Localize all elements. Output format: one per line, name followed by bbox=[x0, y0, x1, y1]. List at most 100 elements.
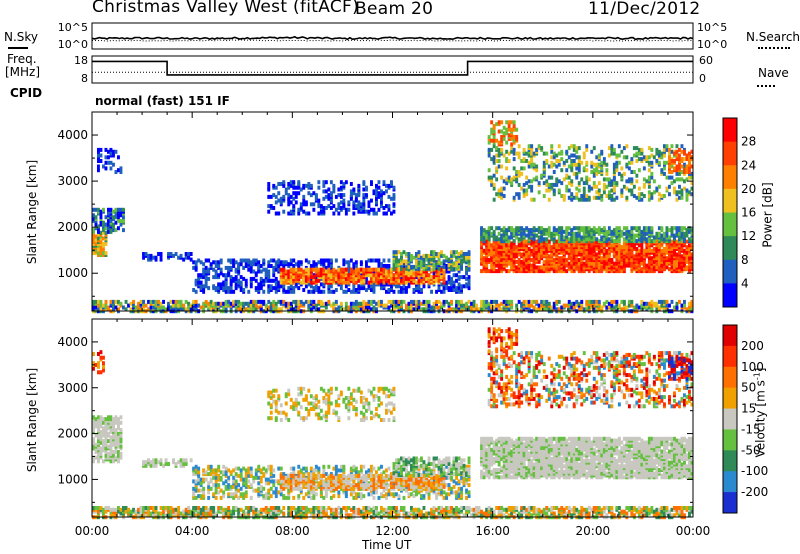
power-cell bbox=[337, 305, 341, 310]
power-cell bbox=[460, 299, 464, 304]
power-cell bbox=[567, 243, 571, 248]
power-cell bbox=[302, 209, 306, 214]
power-cell bbox=[342, 182, 346, 186]
power-cell bbox=[532, 299, 536, 304]
power-cell bbox=[102, 241, 105, 246]
power-cell bbox=[339, 307, 343, 312]
power-cell bbox=[232, 299, 236, 304]
power-cell bbox=[184, 255, 188, 260]
power-cell bbox=[272, 193, 276, 198]
power-cell bbox=[517, 182, 521, 187]
power-cell bbox=[367, 200, 371, 205]
power-cell bbox=[352, 200, 356, 205]
power-cell bbox=[540, 173, 544, 178]
power-cell bbox=[159, 301, 163, 306]
power-cell bbox=[642, 301, 646, 306]
power-cell bbox=[189, 257, 193, 262]
power-cell bbox=[112, 228, 115, 233]
power-cell bbox=[259, 276, 263, 281]
power-cell bbox=[542, 299, 546, 304]
power-cell bbox=[492, 299, 496, 304]
power-cell bbox=[367, 204, 371, 209]
power-cell bbox=[685, 177, 689, 182]
power-cell bbox=[675, 239, 679, 244]
power-cell bbox=[612, 162, 616, 167]
power-cell bbox=[405, 266, 408, 271]
power-cell bbox=[450, 280, 454, 285]
power-cell bbox=[500, 147, 504, 152]
power-cell bbox=[645, 248, 649, 253]
power-cell bbox=[432, 266, 436, 271]
power-cell bbox=[450, 286, 454, 291]
power-cell bbox=[412, 271, 416, 276]
power-cell bbox=[272, 273, 276, 278]
power-cell bbox=[495, 256, 499, 261]
power-cell bbox=[410, 264, 413, 269]
power-cell bbox=[612, 166, 616, 171]
power-cell bbox=[567, 254, 571, 259]
power-cell bbox=[678, 258, 681, 262]
power-cell bbox=[640, 299, 644, 304]
power-cell bbox=[297, 299, 301, 304]
power-cell bbox=[317, 198, 321, 203]
power-cell bbox=[605, 177, 609, 182]
power-cell bbox=[572, 147, 576, 152]
power-cell bbox=[457, 275, 461, 280]
power-cell bbox=[382, 191, 386, 196]
nsearch-legend-line bbox=[758, 47, 790, 49]
power-cell bbox=[495, 159, 499, 163]
power-cell bbox=[490, 127, 494, 132]
power-cell bbox=[505, 248, 509, 253]
power-cell bbox=[97, 153, 100, 158]
power-cell bbox=[580, 267, 584, 272]
power-cell bbox=[567, 299, 571, 304]
power-cell bbox=[560, 269, 564, 274]
power-cell bbox=[525, 258, 529, 262]
power-cell bbox=[152, 255, 156, 260]
power-cell bbox=[647, 168, 651, 173]
power-cell bbox=[367, 305, 371, 310]
power-cell bbox=[555, 243, 559, 248]
power-cell bbox=[582, 307, 586, 312]
power-cell bbox=[322, 180, 326, 185]
power-cell bbox=[607, 146, 611, 151]
power-cell bbox=[287, 275, 291, 280]
power-cell bbox=[620, 166, 624, 171]
power-cell bbox=[492, 173, 496, 178]
power-cell bbox=[660, 168, 664, 173]
power-cell bbox=[517, 144, 521, 149]
power-cell bbox=[678, 184, 681, 189]
power-cell bbox=[432, 257, 436, 262]
power-cell bbox=[339, 180, 343, 185]
power-cell bbox=[267, 288, 271, 292]
power-cell bbox=[645, 263, 649, 268]
power-cell bbox=[122, 218, 125, 223]
power-cell bbox=[678, 157, 681, 162]
power-cell bbox=[104, 215, 108, 220]
power-cell bbox=[274, 200, 278, 205]
power-cell bbox=[640, 197, 644, 202]
power-cell bbox=[650, 226, 654, 231]
power-cell bbox=[272, 307, 276, 312]
power-cell bbox=[512, 135, 516, 139]
power-cell bbox=[582, 226, 586, 231]
power-cell bbox=[289, 180, 293, 185]
power-cell bbox=[309, 193, 313, 198]
power-cell bbox=[437, 278, 441, 283]
power-cell bbox=[678, 235, 681, 240]
power-cell bbox=[324, 269, 328, 274]
power-cell bbox=[663, 147, 666, 152]
power-cell bbox=[375, 278, 378, 283]
power-cell bbox=[269, 194, 273, 199]
power-cell bbox=[562, 235, 566, 240]
power-cell bbox=[309, 264, 313, 268]
power-cell bbox=[212, 275, 216, 280]
power-cell bbox=[617, 233, 621, 238]
power-cell bbox=[632, 146, 636, 151]
power-cell bbox=[547, 164, 551, 169]
power-cell bbox=[254, 258, 258, 263]
power-cell bbox=[417, 261, 421, 266]
power-cell bbox=[392, 299, 396, 304]
power-cell bbox=[555, 299, 559, 304]
power-cell bbox=[339, 200, 343, 205]
